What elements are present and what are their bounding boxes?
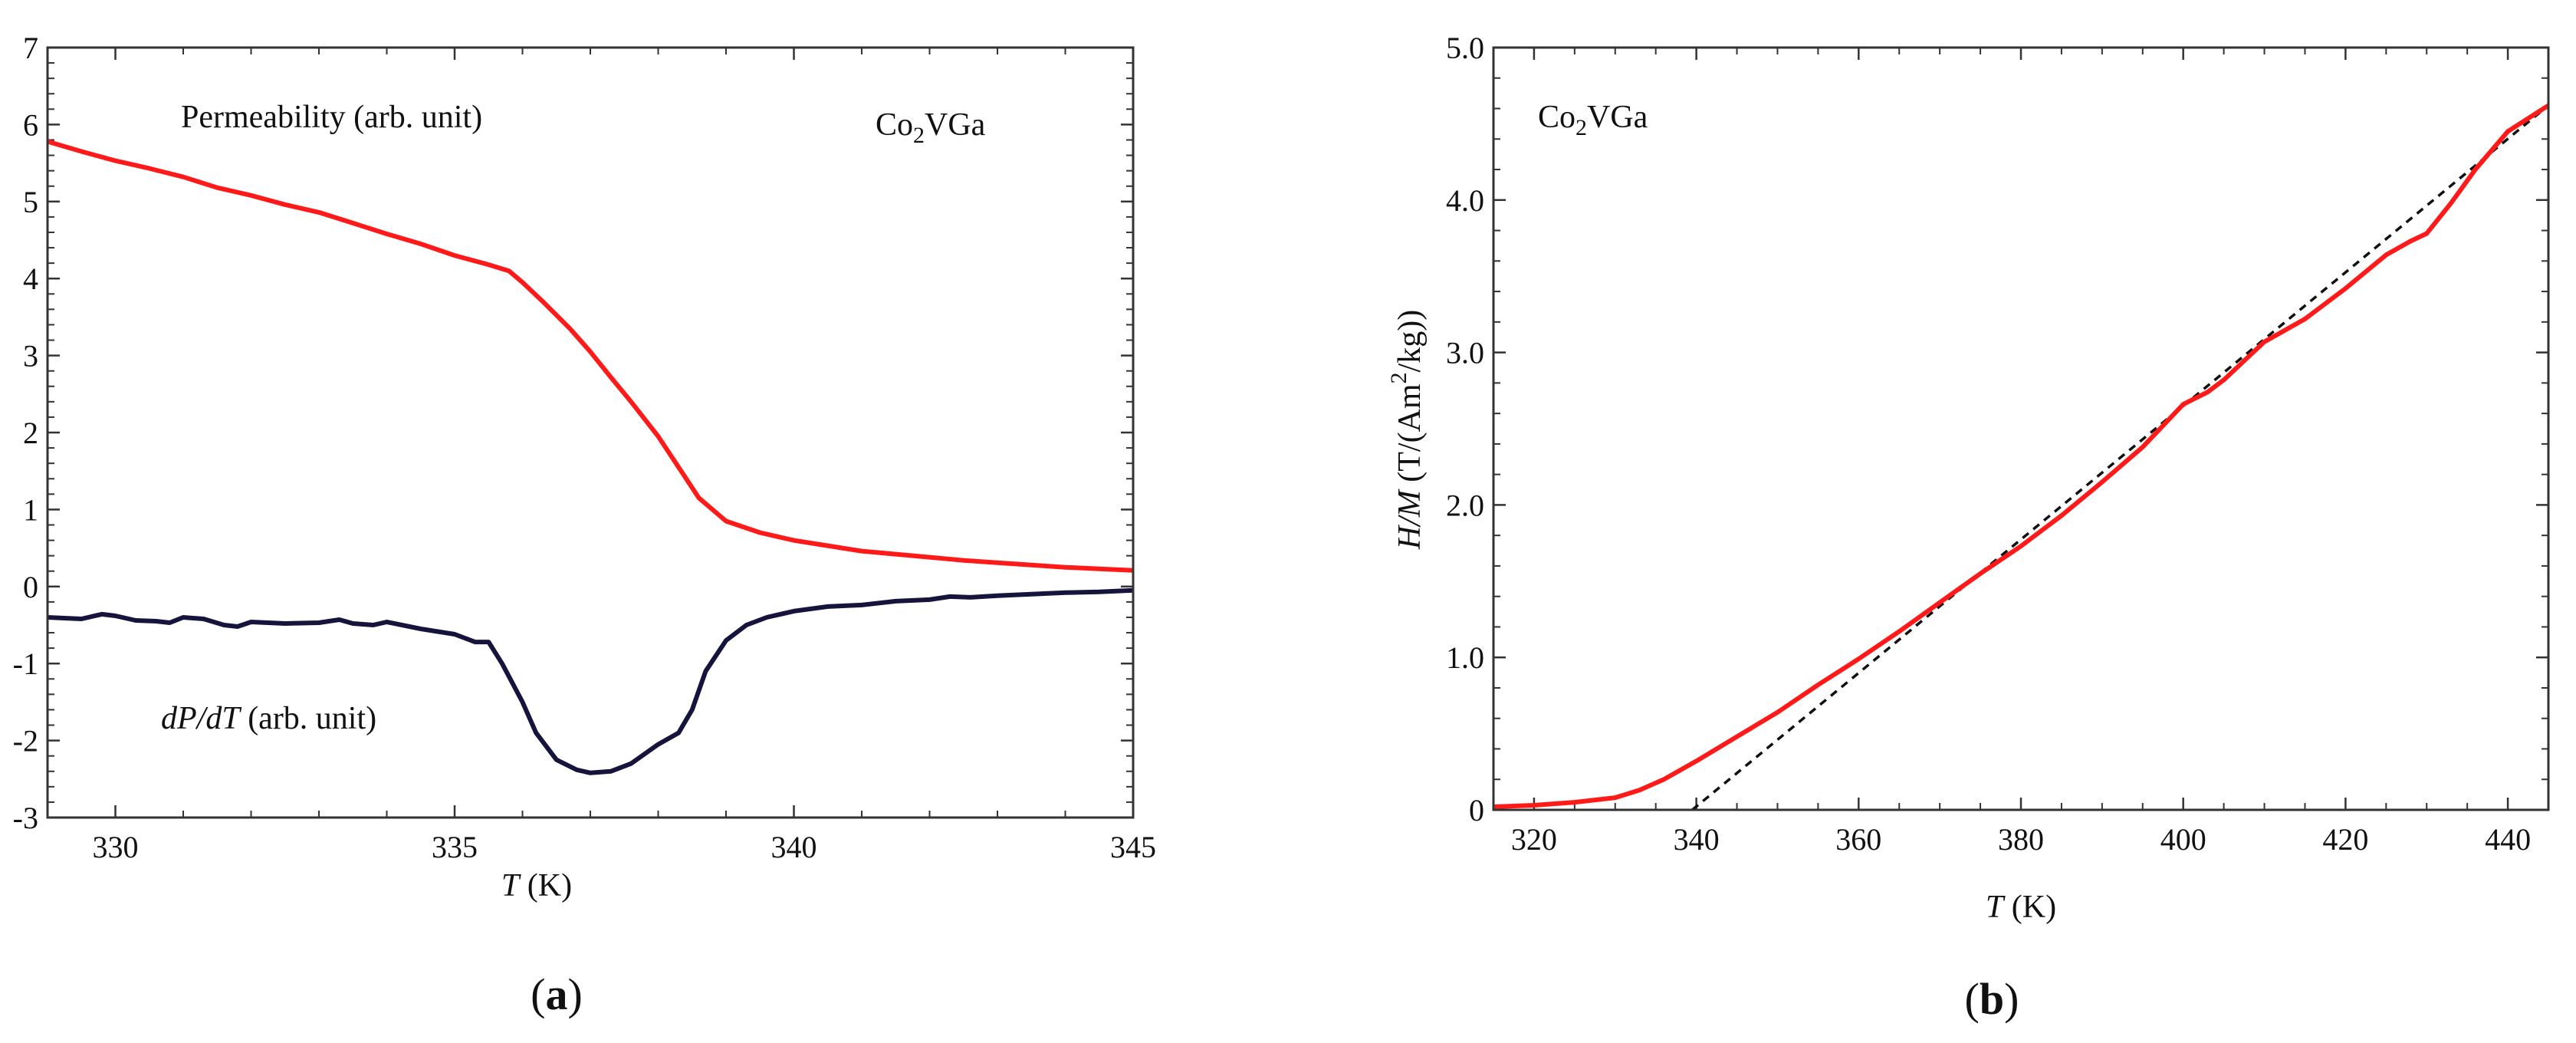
chart-b-plot-area: [1493, 103, 2548, 810]
chart-b-x-axis-label: T (K): [1986, 890, 2056, 925]
b-x-tick-label: 440: [2485, 822, 2531, 857]
chart-b-y-tick-labels: 0 1.0 2.0 3.0 4.0 5.0: [1446, 31, 1484, 827]
compound-label-a: Co2VGa: [876, 107, 986, 148]
b-y-tick-label: 1.0: [1446, 640, 1484, 675]
b-x-tick-label: 360: [1835, 822, 1881, 857]
b-y-tick-label: 4.0: [1446, 183, 1484, 218]
a-x-tick-label: 335: [432, 830, 478, 864]
a-y-tick-label: 5: [23, 185, 38, 219]
a-y-tick-label: -3: [13, 801, 38, 835]
a-x-tick-label: 345: [1110, 830, 1156, 864]
chart-b-y-axis-label: H/M (T/(Am2/kg)): [1386, 310, 1428, 550]
b-x-tick-label: 320: [1511, 822, 1557, 857]
chart-b-ticks: [1493, 46, 2549, 811]
compound-label-b: Co2VGa: [1538, 100, 1648, 140]
permeability-annotation: Permeability (arb. unit): [181, 100, 482, 135]
a-y-tick-label: 2: [23, 416, 38, 450]
a-y-tick-label: -1: [13, 647, 38, 681]
b-x-tick-label: 380: [1998, 822, 2044, 857]
b-x-tick-label: 400: [2160, 822, 2206, 857]
curie-weiss-fit-line: [1691, 104, 2548, 810]
dpdt-line: [48, 587, 1133, 775]
a-y-tick-label: 4: [23, 262, 38, 296]
a-x-tick-label: 330: [93, 830, 139, 864]
b-y-tick-label: 0: [1469, 793, 1484, 827]
panel-label-a: (a): [531, 969, 583, 1019]
chart-a-x-axis-label: T (K): [501, 868, 572, 903]
a-y-tick-label: 7: [23, 31, 38, 65]
panel-label-b: (b): [1965, 974, 2019, 1024]
chart-a-y-tick-labels: -3 -2 -1 0 1 2 3 4 5 6 7: [13, 31, 38, 835]
chart-a-x-tick-labels: 330 335 340 345: [93, 830, 1157, 864]
b-y-tick-label: 2.0: [1446, 488, 1484, 522]
a-y-tick-label: 1: [23, 492, 38, 527]
b-y-tick-label: 5.0: [1446, 31, 1484, 65]
chart-b-x-tick-labels: 320 340 360 380 400 420 440: [1511, 822, 2531, 857]
a-x-tick-label: 340: [771, 830, 817, 864]
a-y-tick-label: 3: [23, 339, 38, 373]
b-x-tick-label: 420: [2322, 822, 2368, 857]
chart-a-plot-area: [48, 139, 1133, 775]
permeability-line: [48, 139, 1133, 573]
chart-a-frame: [46, 46, 1135, 819]
a-y-tick-label: 0: [23, 570, 38, 604]
b-x-tick-label: 340: [1674, 822, 1720, 857]
a-y-tick-label: 6: [23, 107, 38, 142]
dpdt-annotation: dP/dT (arb. unit): [161, 701, 376, 736]
chart-b-frame: [1492, 46, 2550, 811]
b-y-tick-label: 3.0: [1446, 336, 1484, 370]
chart-b: 0 1.0 2.0 3.0 4.0 5.0 320 340 360 380 400 420 440 C…: [1386, 31, 2550, 1024]
a-y-tick-label: -2: [13, 724, 38, 758]
inverse-susceptibility-line: [1493, 103, 2548, 809]
